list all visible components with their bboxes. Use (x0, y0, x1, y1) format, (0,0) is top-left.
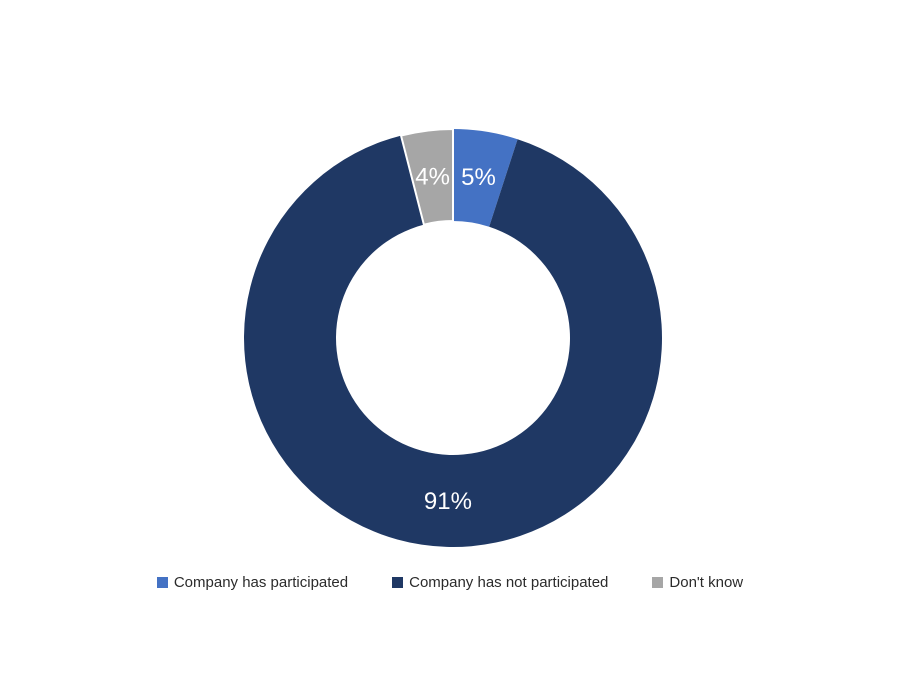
legend-label-dont-know: Don't know (669, 573, 744, 591)
legend: Company has participated Company has not… (0, 569, 900, 595)
legend-marker-not-participated (392, 576, 404, 588)
donut-slice-2 (399, 127, 454, 226)
legend-label-participated: Company has participated (173, 573, 349, 591)
legend-label-not-participated: Company has not participated (409, 573, 609, 591)
donut-slice-1 (244, 135, 663, 548)
legend-item-dont-know: Don't know (652, 575, 743, 590)
donut-slice-0 (453, 129, 518, 227)
data-label-0: 5% (461, 164, 496, 191)
legend-marker-dont-know (652, 576, 664, 588)
data-label-1: 91% (424, 488, 472, 515)
legend-item-not-participated: Company has not participated (392, 575, 608, 590)
data-label-2: 4% (415, 163, 450, 190)
legend-item-participated: Company has participated (156, 573, 349, 591)
legend-marker-participated (156, 576, 168, 588)
